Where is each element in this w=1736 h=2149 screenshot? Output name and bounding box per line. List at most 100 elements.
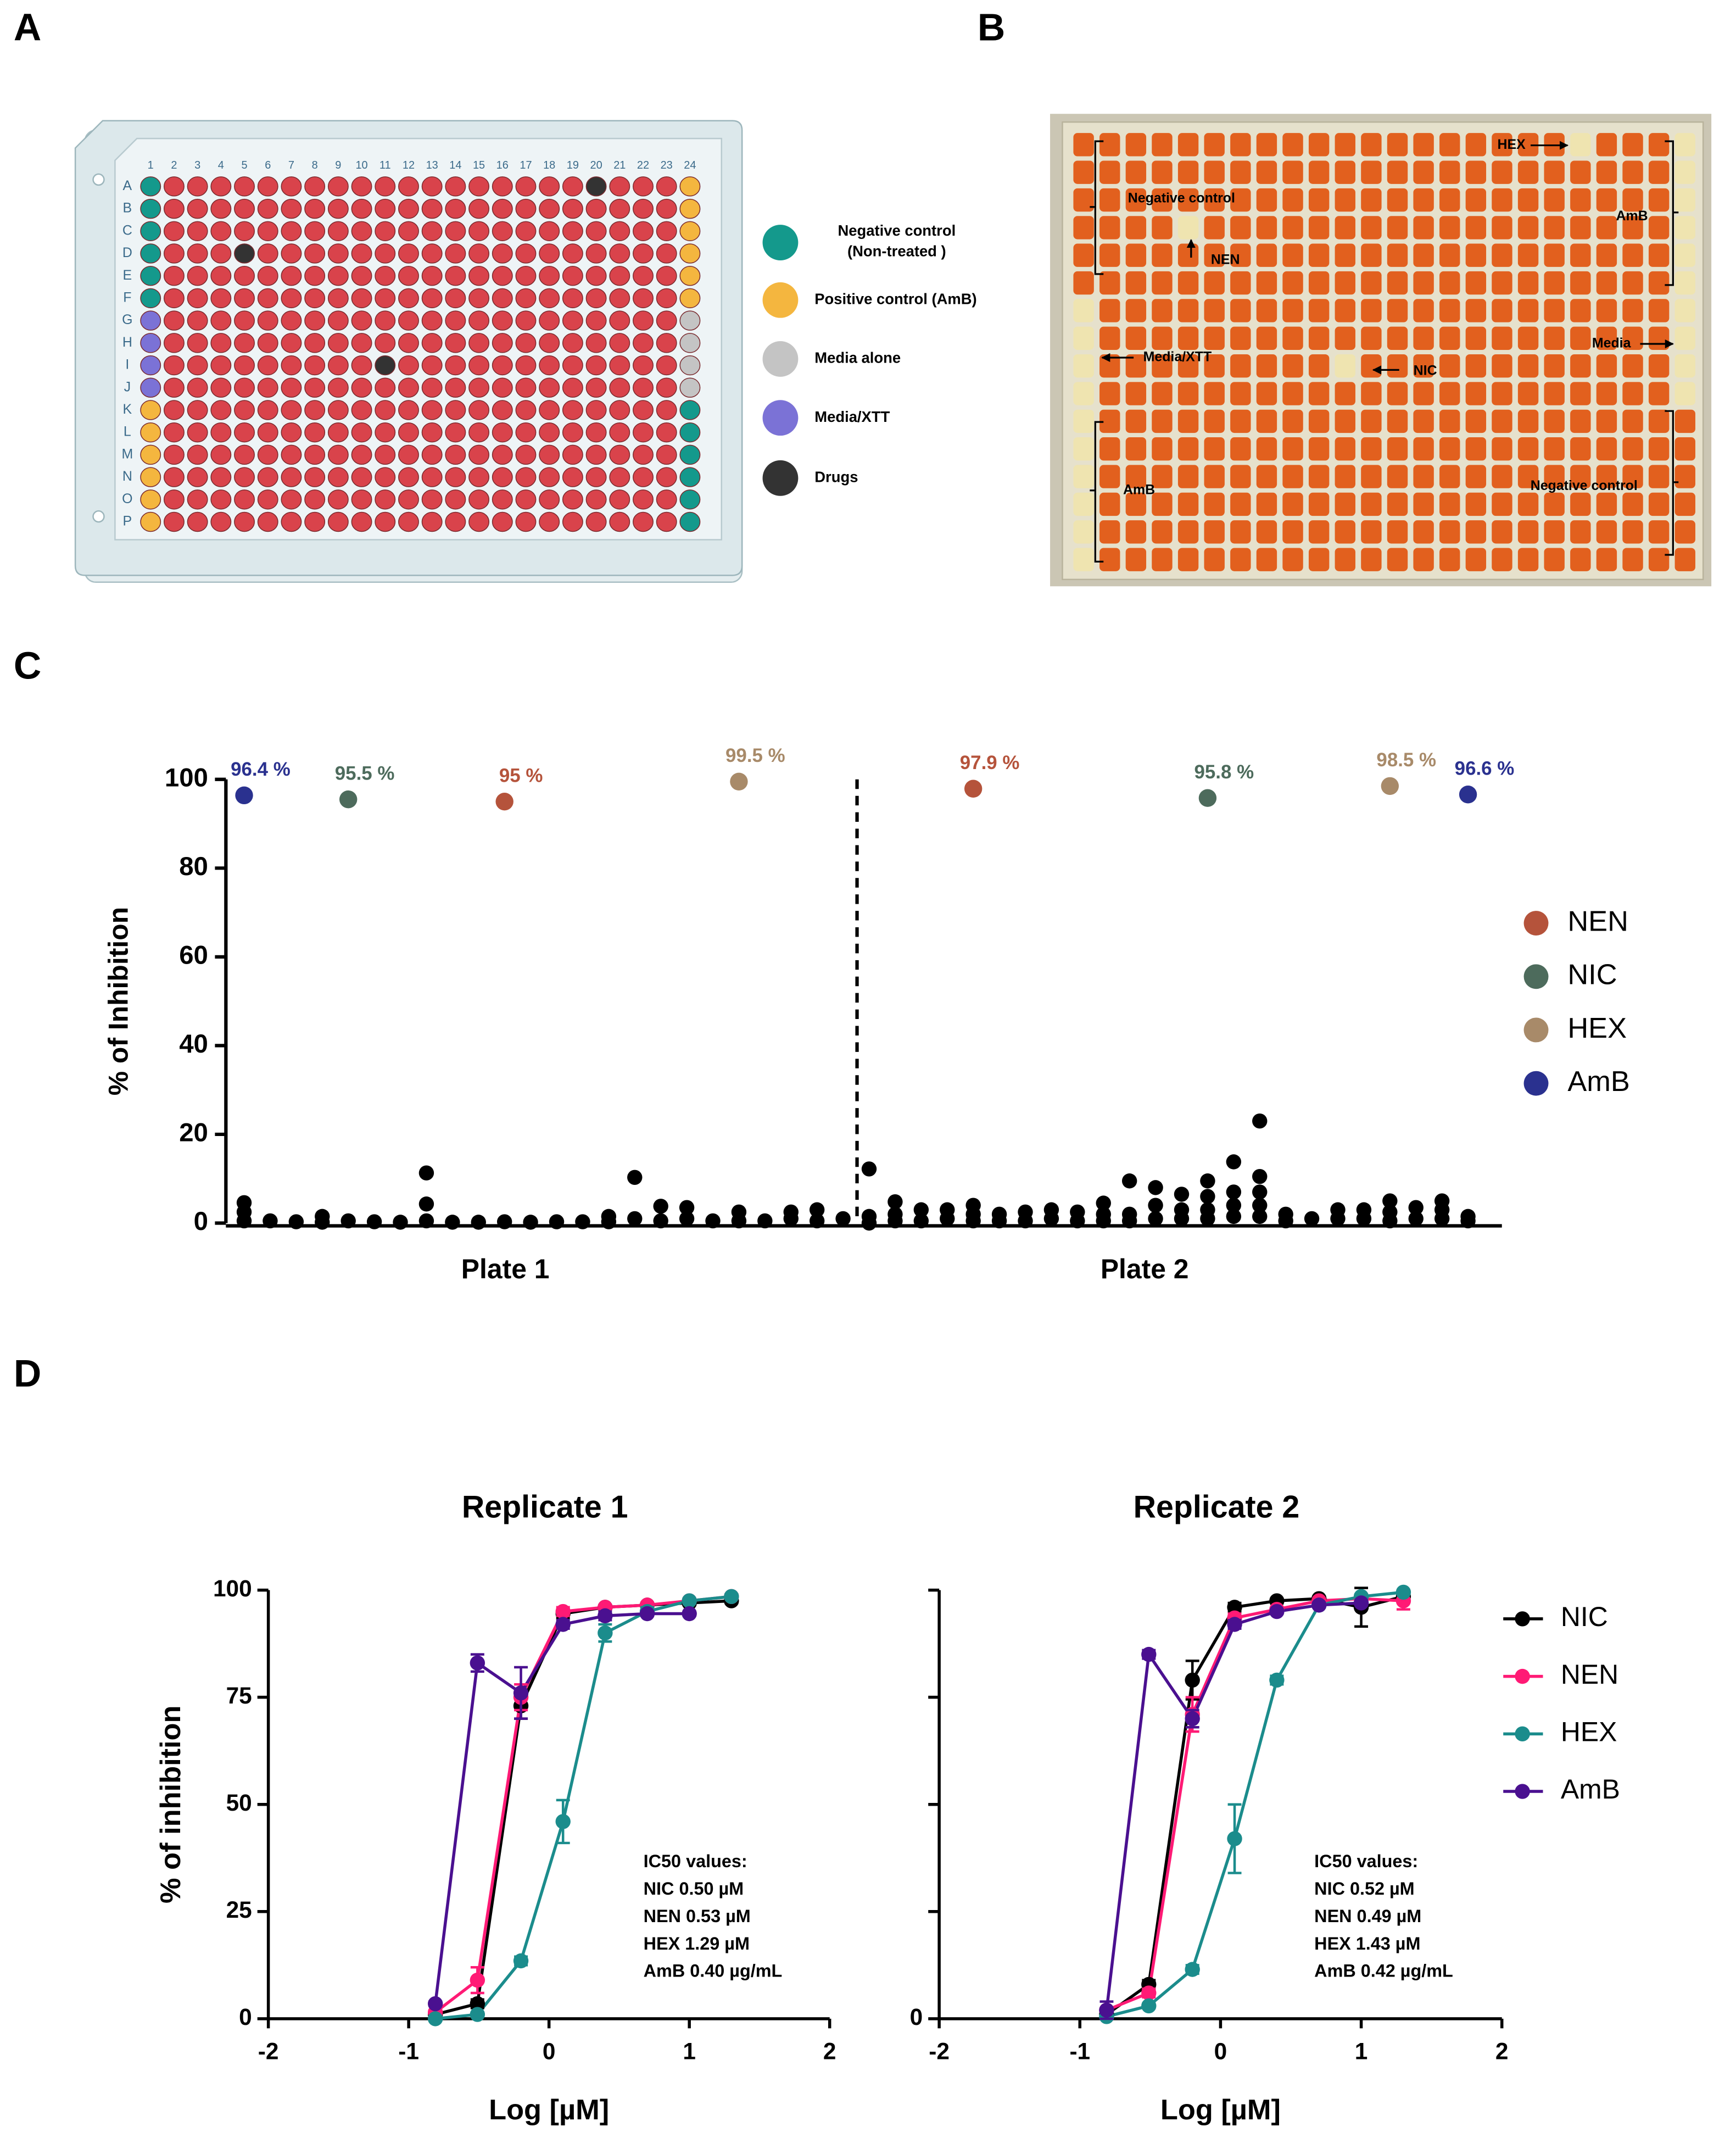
photo-well: [1439, 465, 1460, 488]
point: [1252, 1184, 1268, 1200]
well: [210, 265, 232, 286]
well: [327, 333, 349, 353]
photo-label: Negative control: [1531, 478, 1638, 493]
photo-well: [1492, 326, 1512, 350]
well: [234, 377, 255, 398]
point: [496, 1214, 512, 1229]
photo-well: [1544, 354, 1565, 378]
photo-well: [1099, 188, 1120, 212]
photo-well: [1570, 382, 1591, 405]
point: [1148, 1180, 1163, 1195]
point: [679, 1211, 695, 1227]
well: [234, 467, 255, 487]
photo-well: [1387, 382, 1408, 405]
photo-well: [1335, 437, 1355, 461]
photo-well: [1387, 243, 1408, 267]
photo-well: [1335, 520, 1355, 544]
photo-well: [1439, 299, 1460, 322]
well: [140, 333, 161, 353]
point: [887, 1213, 903, 1229]
photo-well: [1073, 160, 1094, 184]
well: [163, 221, 185, 241]
photo-well: [1177, 160, 1199, 184]
well: [327, 243, 349, 264]
well: [515, 355, 537, 376]
y-tick-label: 0: [239, 2004, 252, 2030]
well: [234, 333, 255, 353]
point: [1096, 1213, 1111, 1229]
well: [257, 288, 278, 309]
well: [398, 288, 419, 309]
x-axis-label: Log [µM]: [489, 2094, 609, 2126]
y-tick-label: 25: [226, 1897, 252, 1923]
well: [140, 444, 161, 465]
photo-well: [1177, 548, 1199, 571]
x-category-label: Plate 2: [1101, 1254, 1189, 1284]
point: [315, 1215, 330, 1230]
well: [515, 198, 537, 219]
photo-well: [1335, 409, 1355, 433]
photo-well: [1439, 437, 1460, 461]
well: [163, 444, 185, 465]
well: [445, 444, 466, 465]
row-letter: F: [123, 289, 131, 305]
photo-well: [1622, 548, 1643, 571]
photo-well: [1387, 326, 1408, 350]
point: [427, 2011, 443, 2026]
well: [375, 198, 396, 219]
well: [327, 400, 349, 420]
photo-well: [1099, 409, 1120, 433]
point: [495, 792, 513, 811]
column-number: 6: [265, 159, 271, 171]
photo-well: [1544, 326, 1565, 350]
well: [515, 288, 537, 309]
well: [351, 444, 372, 465]
point: [549, 1214, 565, 1229]
well: [633, 221, 654, 241]
point: [1434, 1211, 1450, 1227]
well: [163, 511, 185, 532]
photo-well: [1387, 354, 1408, 378]
well: [257, 467, 278, 487]
well: [492, 333, 513, 353]
point: [1148, 1211, 1163, 1227]
point: [1096, 1195, 1111, 1211]
well: [515, 265, 537, 286]
photo-well: [1125, 354, 1147, 378]
photo-well: [1073, 520, 1094, 544]
chart-title: Replicate 2: [1134, 1490, 1300, 1525]
photo-well: [1622, 299, 1643, 322]
point: [639, 1606, 655, 1622]
well: [421, 467, 443, 487]
photo-well: [1152, 216, 1173, 240]
photo-well: [1361, 160, 1382, 184]
well: [234, 265, 255, 286]
point: [1121, 1173, 1137, 1189]
photo-well: [1492, 354, 1512, 378]
y-tick-label: 100: [165, 763, 208, 792]
photo-well: [1125, 465, 1147, 488]
photo-well: [1674, 465, 1695, 488]
photo-well: [1387, 409, 1408, 433]
photo-well: [1492, 492, 1512, 516]
well: [375, 511, 396, 532]
well: [539, 400, 560, 420]
well: [421, 489, 443, 510]
photo-well: [1099, 437, 1120, 461]
well: [281, 377, 302, 398]
photo-well: [1335, 216, 1355, 240]
photo-well: [1177, 326, 1199, 350]
point: [679, 1200, 695, 1215]
well: [445, 333, 466, 353]
well: [398, 265, 419, 286]
well: [633, 489, 654, 510]
photo-well: [1073, 492, 1094, 516]
row-letter: E: [123, 268, 132, 283]
photo-well: [1282, 299, 1303, 322]
well: [445, 265, 466, 286]
well: [445, 489, 466, 510]
photo-well: [1204, 160, 1225, 184]
well: [562, 444, 583, 465]
well: [351, 333, 372, 353]
photo-well: [1596, 548, 1617, 571]
